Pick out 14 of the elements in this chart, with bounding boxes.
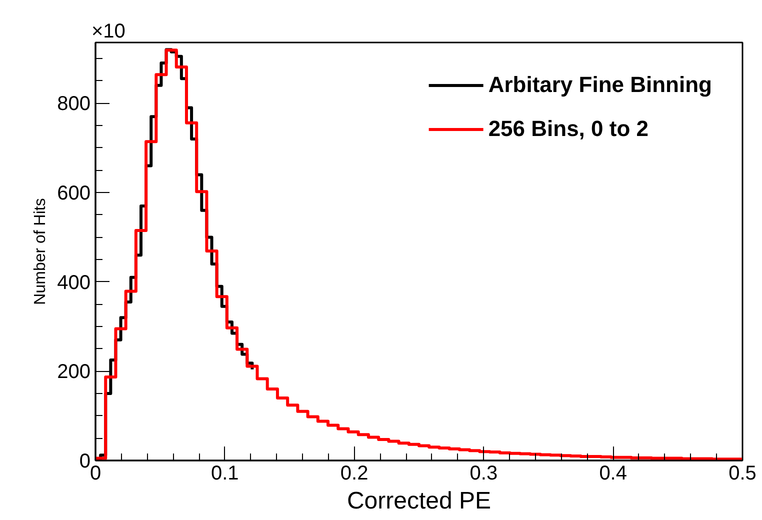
- x-axis-title: Corrected PE: [346, 488, 492, 514]
- x-tick-label: 0.3: [470, 462, 498, 484]
- y-tick-label: 400: [57, 272, 91, 294]
- x-tick-label: 0.1: [211, 462, 239, 484]
- x-tick-label: 0.5: [728, 462, 756, 484]
- y-axis-title: Number of Hits: [32, 198, 50, 305]
- y-tick-label: 800: [57, 93, 91, 116]
- x-tick-label: 0.4: [599, 462, 628, 484]
- y-tick-label: 600: [57, 182, 91, 205]
- text: ×10: [92, 20, 126, 42]
- legend-label: Arbitary Fine Binning: [488, 72, 712, 98]
- y-tick-label: 200: [57, 361, 91, 384]
- x-tick-label: 0.2: [340, 462, 368, 484]
- legend-label: 256 Bins, 0 to 2: [488, 116, 648, 142]
